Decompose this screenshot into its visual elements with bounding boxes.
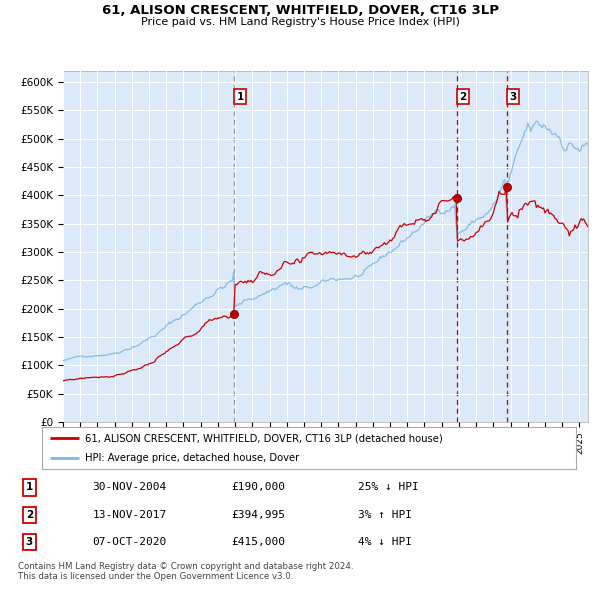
Text: HPI: Average price, detached house, Dover: HPI: Average price, detached house, Dove… bbox=[85, 454, 299, 463]
Text: £190,000: £190,000 bbox=[231, 483, 285, 493]
Text: 2: 2 bbox=[459, 92, 466, 102]
Text: 3% ↑ HPI: 3% ↑ HPI bbox=[358, 510, 412, 520]
Text: 07-OCT-2020: 07-OCT-2020 bbox=[92, 537, 167, 547]
Text: 1: 1 bbox=[236, 92, 244, 102]
Text: 3: 3 bbox=[26, 537, 33, 547]
Text: £394,995: £394,995 bbox=[231, 510, 285, 520]
Text: 4% ↓ HPI: 4% ↓ HPI bbox=[358, 537, 412, 547]
Text: 25% ↓ HPI: 25% ↓ HPI bbox=[358, 483, 418, 493]
Text: 2: 2 bbox=[26, 510, 33, 520]
Text: Contains HM Land Registry data © Crown copyright and database right 2024.
This d: Contains HM Land Registry data © Crown c… bbox=[18, 562, 353, 581]
Text: 1: 1 bbox=[26, 483, 33, 493]
Text: 13-NOV-2017: 13-NOV-2017 bbox=[92, 510, 167, 520]
Text: £415,000: £415,000 bbox=[231, 537, 285, 547]
Text: Price paid vs. HM Land Registry's House Price Index (HPI): Price paid vs. HM Land Registry's House … bbox=[140, 17, 460, 27]
Text: 61, ALISON CRESCENT, WHITFIELD, DOVER, CT16 3LP: 61, ALISON CRESCENT, WHITFIELD, DOVER, C… bbox=[101, 4, 499, 17]
Text: 3: 3 bbox=[509, 92, 517, 102]
Text: 61, ALISON CRESCENT, WHITFIELD, DOVER, CT16 3LP (detached house): 61, ALISON CRESCENT, WHITFIELD, DOVER, C… bbox=[85, 434, 442, 444]
Text: 30-NOV-2004: 30-NOV-2004 bbox=[92, 483, 167, 493]
